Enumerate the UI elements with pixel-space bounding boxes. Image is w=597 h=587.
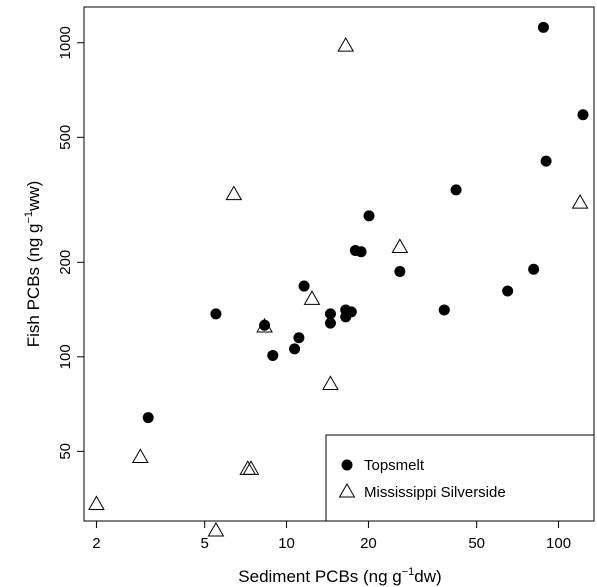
topsmelt-point [267, 349, 279, 361]
topsmelt-point [394, 265, 406, 277]
y-axis-title: Fish PCBs (ng g−1ww) [23, 181, 43, 348]
legend: Topsmelt Mississippi Silverside [325, 434, 595, 522]
topsmelt-point [363, 210, 375, 222]
y-tick-label: 200 [57, 250, 74, 275]
topsmelt-point [293, 332, 305, 344]
silverside-point [337, 37, 355, 52]
x-tick-label: 50 [468, 535, 485, 552]
y-axis-title-sup: −1 [23, 211, 35, 224]
silverside-point [256, 317, 273, 333]
x-tick-label: 100 [546, 535, 571, 552]
x-axis-title-sup: −1 [402, 566, 415, 578]
x-axis-title: Sediment PCBs (ng g−1dw) [238, 566, 441, 586]
topsmelt-point [537, 21, 549, 33]
legend-box [325, 434, 595, 522]
topsmelt-point [502, 285, 514, 297]
y-tick-label: 100 [57, 344, 74, 369]
topsmelt-point [450, 184, 462, 196]
silverside-point [391, 238, 409, 253]
y-axis-title-pre: Fish PCBs (ng g [24, 224, 43, 348]
legend-topsmelt-label: Topsmelt [364, 457, 425, 474]
silverside-point [303, 290, 321, 305]
silverside-point [88, 495, 105, 511]
topsmelt-point [324, 308, 336, 320]
silverside-point [571, 193, 589, 209]
x-axis: 2 5 10 20 50 100 [92, 521, 571, 552]
silverside-point [242, 460, 260, 475]
x-axis-title-post: dw) [414, 567, 441, 586]
legend-silverside-label: Mississippi Silverside [364, 484, 506, 501]
topsmelt-point [142, 412, 154, 424]
topsmelt-point [577, 109, 589, 121]
series-silverside [88, 37, 589, 537]
legend-silverside-marker [338, 482, 356, 498]
legend-topsmelt-marker [341, 459, 353, 471]
topsmelt-point [289, 343, 301, 355]
data-points [88, 21, 589, 537]
topsmelt-point [355, 246, 367, 258]
silverside-point [207, 521, 225, 537]
series-topsmelt [142, 21, 589, 424]
topsmelt-point [324, 317, 336, 329]
topsmelt-point [540, 155, 552, 167]
topsmelt-point [210, 308, 222, 320]
topsmelt-point [438, 304, 450, 316]
x-tick-label: 2 [92, 535, 100, 552]
y-tick-label: 50 [57, 443, 74, 460]
y-tick-label: 500 [57, 125, 74, 150]
x-tick-label: 5 [201, 535, 209, 552]
silverside-point [225, 185, 243, 201]
y-axis: 50 100 200 500 1000 [57, 26, 84, 460]
topsmelt-point [528, 263, 540, 275]
silverside-point [131, 448, 149, 464]
x-tick-label: 10 [278, 535, 295, 552]
topsmelt-point [345, 306, 357, 318]
x-axis-title-pre: Sediment PCBs (ng g [238, 567, 401, 586]
x-tick-label: 20 [360, 535, 377, 552]
topsmelt-point [298, 280, 310, 292]
silverside-point [322, 375, 339, 390]
y-tick-label: 1000 [57, 26, 74, 59]
topsmelt-point [259, 319, 271, 331]
y-axis-title-post: ww) [24, 181, 43, 212]
